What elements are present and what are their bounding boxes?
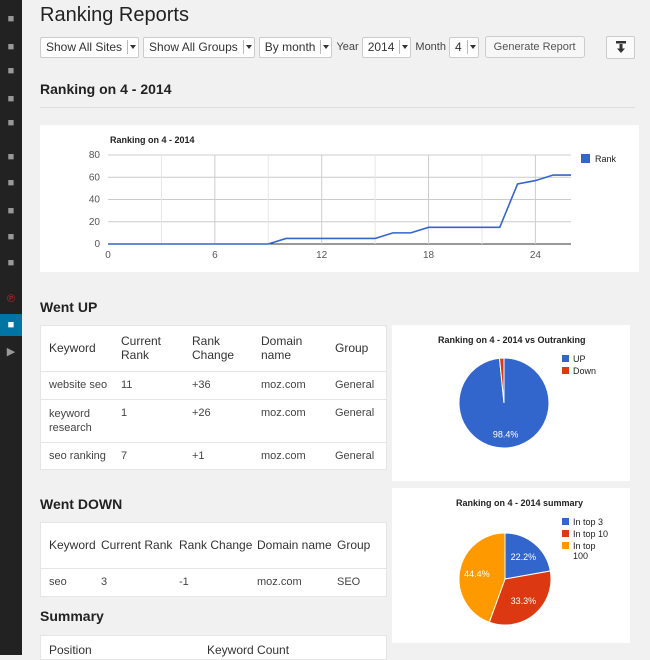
- y-tick-label: 40: [89, 195, 101, 206]
- x-tick-label: 12: [316, 250, 328, 261]
- went-down-title: Went DOWN: [40, 496, 123, 512]
- went-up-title: Went UP: [40, 299, 98, 315]
- col-rank-change: Rank Change: [192, 334, 235, 363]
- slice-label: 44.4%: [464, 569, 490, 579]
- col-domain-name: Domain name: [261, 334, 303, 363]
- y-tick-label: 20: [89, 217, 101, 228]
- summary-pie-chart: Ranking on 4 - 2014 summary 22.2% 33.3% 44.…: [456, 498, 608, 626]
- slice-label: 22.2%: [511, 552, 537, 562]
- media-icon[interactable]: ■: [7, 65, 15, 77]
- month-label: Month: [415, 41, 446, 53]
- y-tick-label: 0: [94, 239, 100, 250]
- legend-swatch: [581, 154, 590, 163]
- outranking-pie-panel: Ranking on 4 - 2014 vs Outranking 98.4% UP…: [392, 325, 630, 481]
- chart-title: Ranking on 4 - 2014 summary: [456, 498, 583, 508]
- legend-label: In top: [573, 541, 596, 551]
- filter-toolbar: Show All Sites Show All Groups By month …: [40, 36, 585, 58]
- main-content: Ranking Reports Show All Sites Show All …: [22, 0, 650, 660]
- period-select[interactable]: By month: [258, 36, 333, 58]
- x-tick-label: 18: [423, 250, 435, 261]
- summary-pie-panel: Ranking on 4 - 2014 summary 22.2% 33.3% 44.…: [392, 488, 630, 643]
- outranking-pie-chart: Ranking on 4 - 2014 vs Outranking 98.4% UP…: [438, 335, 596, 449]
- slice-label: 33.3%: [511, 596, 537, 606]
- appearance-icon[interactable]: ■: [7, 151, 15, 163]
- chevron-down-icon: [242, 40, 252, 54]
- col-keyword-count: Keyword Count: [207, 643, 290, 657]
- ranking-line-chart: Ranking on 4 - 2014 0 20 40 60 80 0 6 12 18 24 Rank: [89, 135, 617, 261]
- month-select[interactable]: 4: [448, 36, 479, 58]
- went-up-panel: Keyword Current Rank Rank Change Domain …: [40, 325, 387, 470]
- legend-label: In top 3: [573, 517, 603, 527]
- chart-title: Ranking on 4 - 2014 vs Outranking: [438, 335, 586, 345]
- chevron-down-icon: [320, 40, 330, 54]
- groups-select[interactable]: Show All Groups: [143, 36, 255, 58]
- line-chart-panel: Ranking on 4 - 2014 0 20 40 60 80 0 6 12 18 24 Rank: [40, 125, 639, 272]
- y-tick-label: 80: [89, 150, 101, 161]
- pinterest-icon[interactable]: ℗: [6, 293, 16, 305]
- year-select[interactable]: 2014: [361, 36, 412, 58]
- col-current-rank: Current Rank: [121, 334, 162, 363]
- summary-title: Summary: [40, 608, 104, 624]
- page-title: Ranking Reports: [40, 4, 189, 26]
- legend-swatch: [562, 367, 569, 374]
- chart-title: Ranking on 4 - 2014: [110, 135, 195, 145]
- x-tick-label: 6: [212, 250, 218, 261]
- col-group: Group: [337, 538, 371, 553]
- pin-icon[interactable]: ■: [7, 41, 15, 53]
- chevron-down-icon: [399, 40, 409, 54]
- pages-icon[interactable]: ■: [7, 93, 15, 105]
- legend-label: Rank: [595, 154, 617, 164]
- table-row: seo 3 -1 moz.com SEO: [49, 575, 361, 588]
- table-row: keyword research 1 +26 moz.com General: [41, 399, 386, 442]
- sites-select[interactable]: Show All Sites: [40, 36, 140, 58]
- col-keyword: Keyword: [49, 538, 96, 553]
- download-icon: [615, 41, 626, 53]
- x-tick-label: 24: [530, 250, 542, 261]
- admin-sidebar: ■ ■ ■ ■ ■ ■ ■ ■ ■ ■ ℗ ■ ▶: [0, 0, 22, 655]
- pie-slice: [488, 570, 552, 626]
- legend-swatch: [562, 518, 569, 525]
- settings-icon[interactable]: ■: [7, 257, 15, 269]
- col-rank-change: Rank Change: [179, 538, 253, 553]
- divider: [40, 107, 635, 108]
- col-group: Group: [335, 341, 369, 356]
- went-down-table: Keyword Current Rank Rank Change Domain …: [41, 523, 386, 596]
- table-row: seo ranking 7 +1 moz.com General: [49, 449, 375, 462]
- download-button[interactable]: [606, 36, 635, 59]
- legend-label: Down: [573, 366, 596, 376]
- slice-label: 98.4%: [493, 429, 519, 439]
- pie-slice: [504, 532, 551, 580]
- col-domain-name: Domain name: [257, 538, 332, 553]
- went-up-table: Keyword Current Rank Rank Change Domain …: [41, 326, 386, 470]
- col-keyword: Keyword: [49, 341, 96, 356]
- users-icon[interactable]: ■: [7, 205, 15, 217]
- chevron-down-icon: [466, 40, 476, 54]
- legend-swatch: [562, 355, 569, 362]
- rankings-icon[interactable]: ■: [0, 314, 22, 336]
- pie-slice: [498, 357, 505, 404]
- col-current-rank: Current Rank: [101, 538, 173, 553]
- legend-label: 100: [573, 551, 588, 561]
- series-line-rank: [108, 174, 571, 245]
- generate-report-button[interactable]: Generate Report: [484, 36, 585, 58]
- summary-panel: Position Keyword Count: [40, 635, 387, 660]
- went-down-panel: Keyword Current Rank Rank Change Domain …: [40, 522, 387, 597]
- chevron-down-icon: [127, 40, 137, 54]
- section-title: Ranking on 4 - 2014: [40, 81, 172, 97]
- x-tick-label: 0: [105, 250, 111, 261]
- col-position: Position: [49, 643, 92, 657]
- legend-swatch: [562, 542, 569, 549]
- year-label: Year: [336, 41, 359, 53]
- pie-slice: [458, 532, 506, 623]
- legend-swatch: [562, 530, 569, 537]
- table-row: website seo 11 +36 moz.com General: [41, 371, 386, 399]
- tools-icon[interactable]: ■: [7, 231, 15, 243]
- y-tick-label: 60: [89, 172, 101, 183]
- comments-icon[interactable]: ■: [7, 117, 15, 129]
- dashboard-icon[interactable]: ■: [7, 13, 15, 25]
- legend-label: In top 10: [573, 529, 608, 539]
- play-icon[interactable]: ▶: [6, 345, 16, 358]
- legend-label: UP: [573, 354, 586, 364]
- plugins-icon[interactable]: ■: [7, 177, 15, 189]
